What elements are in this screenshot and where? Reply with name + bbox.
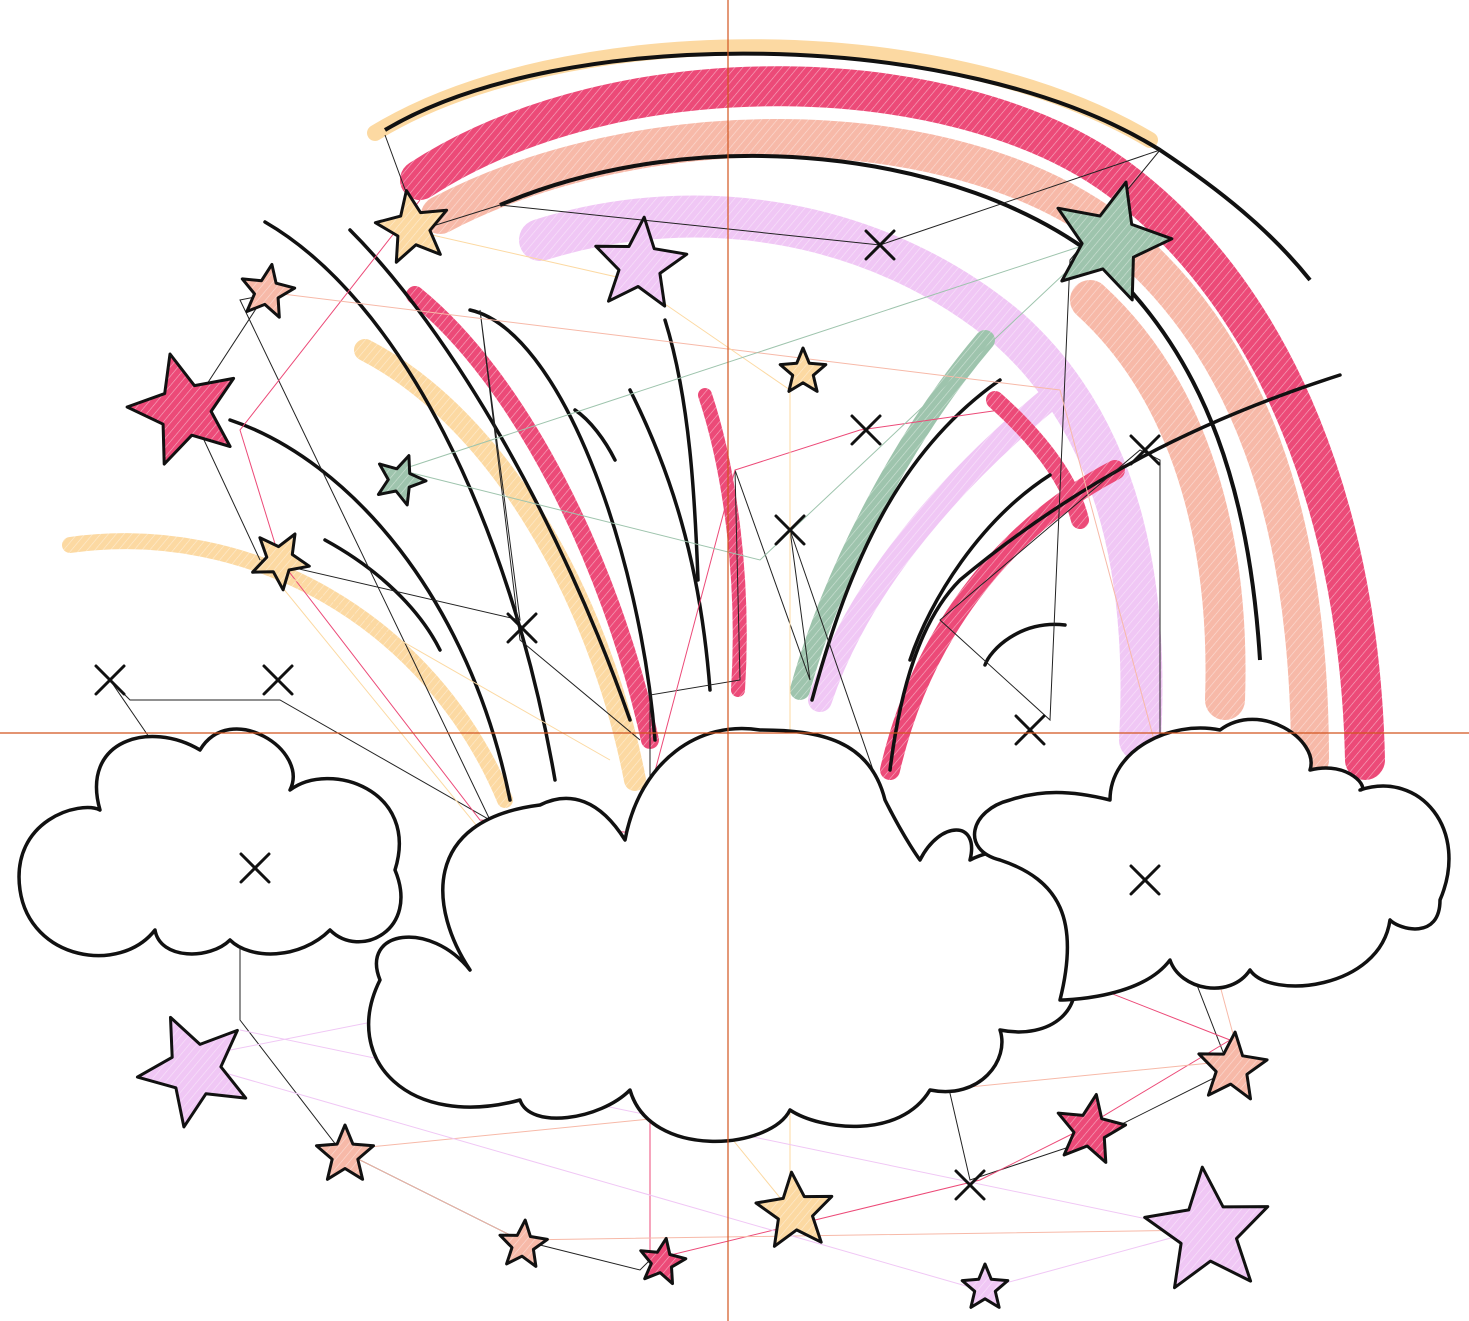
black-streak-10: [888, 373, 1342, 772]
star-icon-12: [639, 1236, 688, 1286]
star-icon-10: [315, 1123, 375, 1181]
black-streak-12: [983, 622, 1067, 667]
star-icon-2: [594, 215, 689, 308]
star-icon-4: [125, 352, 236, 466]
cross-marker-icon-9: [1014, 714, 1046, 746]
rainbow-arc-pink: [400, 66, 1385, 780]
star-icon-15: [1056, 1093, 1128, 1164]
star-icon-1: [373, 189, 449, 264]
black-streak-1: [263, 220, 557, 782]
star-icon-6: [778, 346, 828, 393]
cross-marker-icon-8: [1129, 434, 1161, 466]
star-icon-16: [1197, 1030, 1269, 1101]
cloud-icon-left: [17, 727, 403, 958]
black-streak-8: [663, 318, 700, 582]
cross-marker-icon-4: [506, 612, 538, 644]
rainbow: [367, 39, 1385, 780]
travel-line-sage: [399, 239, 1101, 561]
cross-marker-icon-10: [1129, 864, 1161, 896]
star-icon-3: [240, 262, 297, 319]
star-icon-7: [1056, 180, 1174, 302]
cross-marker-icon-11: [954, 1169, 986, 1201]
black-streak-7: [628, 388, 712, 692]
clouds: [17, 717, 1451, 1143]
cloud-icon-center: [367, 726, 1077, 1143]
rainbow-arc-peach-inner: [1070, 280, 1246, 720]
black-streak-6: [573, 408, 617, 462]
cross-marker-icon-6: [850, 414, 882, 446]
rainbow-arc-outline-top: [383, 51, 1312, 282]
star-icon-14: [960, 1262, 1010, 1309]
star-icon-11: [498, 1218, 549, 1268]
streak-pink-a: [406, 286, 659, 749]
star-icon-13: [754, 1170, 834, 1248]
black-streak-11: [908, 473, 1052, 662]
streak-yellow-left: [62, 533, 513, 808]
stars: [125, 180, 1270, 1309]
rainbow-arc-lilac: [519, 195, 1163, 761]
cross-markers: [94, 229, 1161, 1201]
cloud-icon-right: [972, 717, 1451, 1002]
streak-pink-b: [698, 388, 747, 697]
black-streak-3: [228, 418, 512, 802]
cross-marker-icon-1: [94, 664, 126, 696]
star-icon-5: [376, 454, 428, 507]
streak-pink-d: [986, 391, 1089, 529]
black-streak-5: [468, 308, 657, 742]
streak-sage: [790, 330, 995, 700]
cross-marker-icon-2: [262, 664, 294, 696]
star-icon-8: [251, 532, 311, 592]
cross-marker-icon-5: [864, 229, 896, 261]
cross-marker-icon-7: [774, 514, 806, 546]
cross-marker-icon-3: [239, 852, 271, 884]
star-icon-9: [135, 1015, 248, 1129]
black-streak-2: [348, 228, 632, 722]
star-icon-17: [1143, 1165, 1270, 1290]
black-streak-9: [810, 378, 1002, 702]
rainbow-arc-yellow-outer: [367, 39, 1158, 148]
